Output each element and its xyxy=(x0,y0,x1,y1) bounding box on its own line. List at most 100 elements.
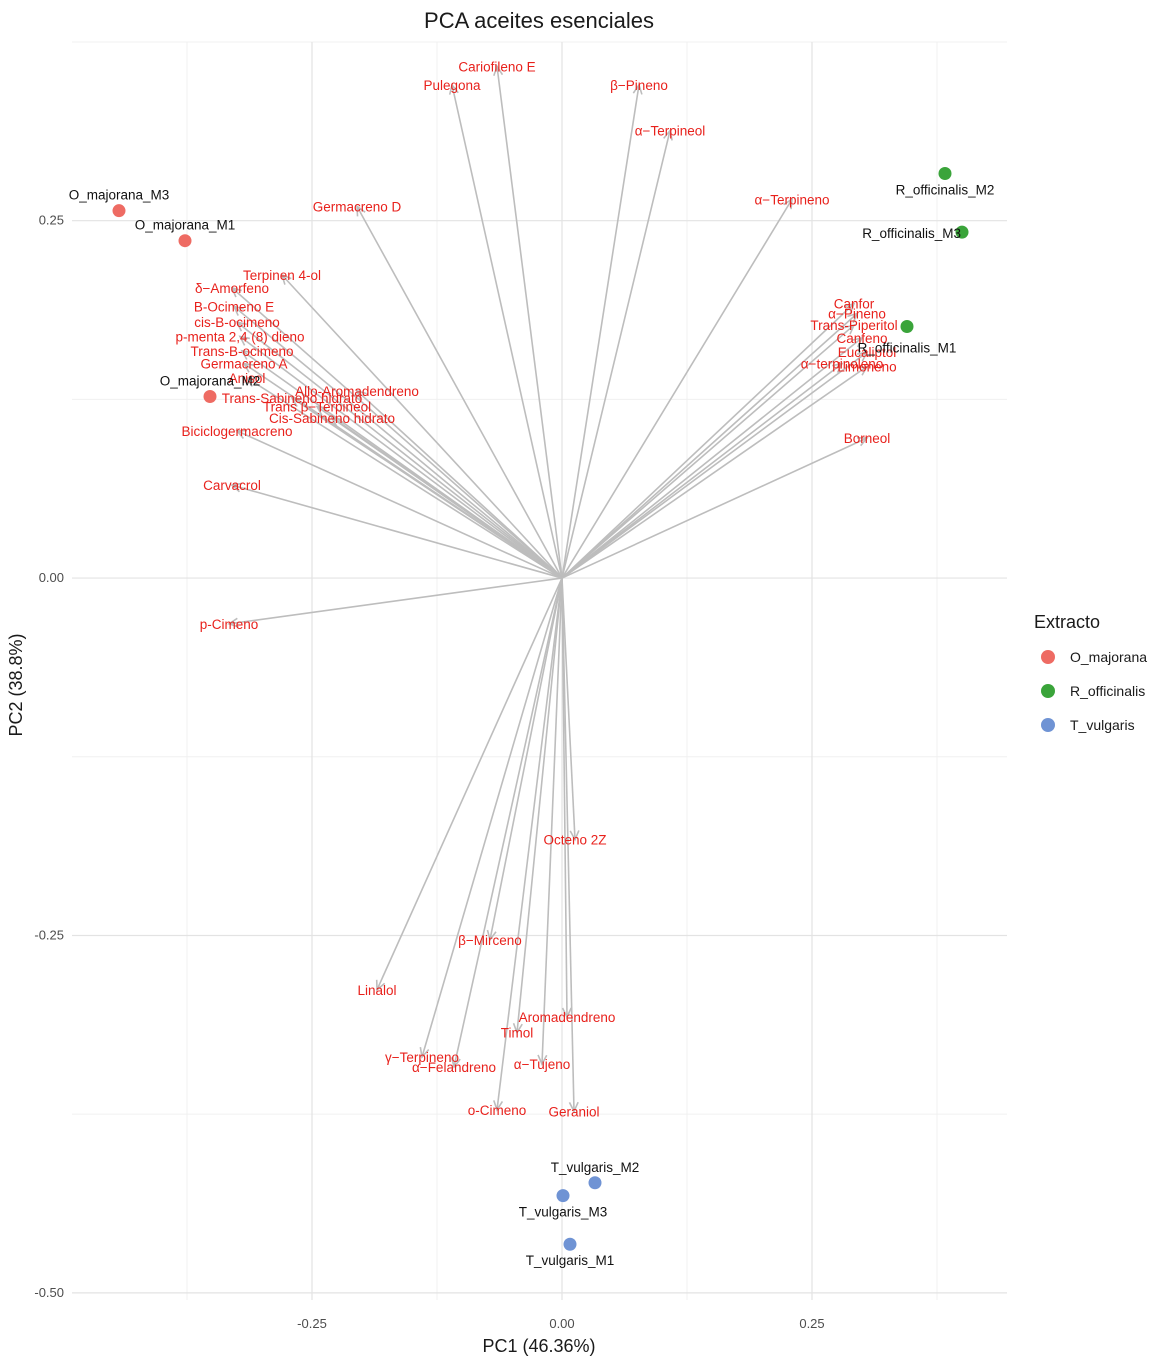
legend-item-label: O_majorana xyxy=(1070,649,1147,665)
loading-arrow xyxy=(561,130,671,579)
variable-label: α−Tujeno xyxy=(514,1057,570,1072)
loading-arrows xyxy=(227,64,869,1114)
observation-label: O_majorana_M2 xyxy=(160,374,261,389)
observation-label: R_officinalis_M1 xyxy=(858,340,957,355)
loading-arrowhead xyxy=(232,305,244,316)
observation-point xyxy=(900,319,914,333)
loading-arrowhead xyxy=(235,429,248,440)
observation-point xyxy=(203,390,217,404)
y-tick-label: -0.50 xyxy=(34,1285,64,1300)
variable-label: α−Pineno xyxy=(828,307,886,322)
variable-label: o-Cimeno xyxy=(468,1103,527,1118)
variable-label: Linalol xyxy=(357,983,396,998)
variable-label: Eucaliptol xyxy=(838,345,897,360)
variable-label: Octeno 2Z xyxy=(543,833,606,848)
loading-arrow xyxy=(561,198,793,579)
chart-title: PCA aceites esenciales xyxy=(424,8,654,33)
loading-arrowhead xyxy=(486,929,497,942)
loading-arrowhead xyxy=(238,335,250,346)
variable-label: Terpinen 4-ol xyxy=(243,268,321,283)
variable-label: Cis-Sabineno hidrato xyxy=(269,411,395,426)
legend-swatch xyxy=(1041,684,1055,698)
loading-arrow xyxy=(516,578,563,1033)
loading-arrow xyxy=(231,484,563,579)
loading-arrowhead xyxy=(537,1054,548,1066)
observation-points xyxy=(112,167,969,1251)
variable-labels: Cariofileno E Pulegona β−Pineno α−Terpineol… xyxy=(175,59,897,1119)
observation-point xyxy=(178,234,192,248)
variable-label: β−Mirceno xyxy=(458,933,522,948)
loading-arrowhead xyxy=(844,302,856,314)
variable-label: Germacreno D xyxy=(313,199,402,214)
loading-arrow xyxy=(236,430,563,579)
variable-label: Pulegona xyxy=(423,78,481,93)
axis-ticks: -0.25 0.00 0.25 -0.50 -0.25 0.00 0.25 xyxy=(34,213,824,1331)
variable-label: Allo-Aromadendreno xyxy=(295,384,419,399)
observation-point xyxy=(112,204,126,218)
observation-point xyxy=(556,1189,570,1203)
variable-label: Borneol xyxy=(844,431,891,446)
variable-label: Trans β−Terpineol xyxy=(263,400,371,415)
observation-label: O_majorana_M3 xyxy=(69,188,170,203)
loading-arrowhead xyxy=(561,1007,572,1019)
loading-arrow xyxy=(236,321,563,579)
variable-label: α−Terpineol xyxy=(635,124,705,139)
variable-label: Geraniol xyxy=(548,1104,599,1119)
loading-arrowhead xyxy=(856,365,869,376)
loading-arrowhead xyxy=(375,979,386,992)
loading-arrow xyxy=(561,351,868,579)
loading-arrowhead xyxy=(450,1057,461,1069)
observation-label: R_officinalis_M3 xyxy=(862,226,961,241)
loading-arrowhead xyxy=(856,436,869,447)
variable-label: p-menta 2,4 (8) dieno xyxy=(175,329,304,344)
loading-arrow xyxy=(496,66,563,579)
loading-arrow xyxy=(561,324,855,579)
loading-arrowhead xyxy=(330,416,343,428)
loading-arrow xyxy=(356,206,563,579)
loading-arrow xyxy=(561,337,863,579)
loading-arrowhead xyxy=(844,323,856,335)
variable-label: cis-B-ocimeno xyxy=(194,315,280,330)
loading-arrow xyxy=(561,303,855,579)
loading-arrow xyxy=(541,578,563,1065)
loading-arrow xyxy=(489,577,563,940)
loading-arrowhead xyxy=(230,286,242,298)
loading-arrow xyxy=(561,365,868,579)
loading-arrow xyxy=(239,335,563,579)
variable-label: p-Cimeno xyxy=(200,617,259,632)
loading-arrowhead xyxy=(569,830,580,842)
loading-arrowhead xyxy=(245,376,258,387)
loading-arrow xyxy=(561,437,868,579)
x-tick-label: 0.00 xyxy=(549,1316,574,1331)
variable-label: α−Terpineno xyxy=(755,192,830,207)
loading-arrowhead xyxy=(419,1046,430,1059)
variable-label: Germacreno A xyxy=(200,357,287,372)
variable-label: Trans-Sabineno hidrato xyxy=(222,391,363,406)
loading-arrowhead xyxy=(356,204,366,217)
loading-arrow xyxy=(561,578,576,840)
loading-arrow xyxy=(228,577,563,625)
legend-swatch xyxy=(1041,718,1055,732)
loading-arrowhead xyxy=(493,1100,504,1112)
variable-label: α−Felandreno xyxy=(412,1060,496,1075)
loading-arrow xyxy=(233,305,563,579)
y-tick-label: 0.00 xyxy=(39,570,64,585)
observation-label: O_majorana_M1 xyxy=(135,218,236,233)
variable-label: Cariofileno E xyxy=(458,59,535,74)
loading-arrow xyxy=(561,363,843,579)
observation-label: T_vulgaris_M2 xyxy=(551,1160,640,1175)
y-axis-title: PC2 (38.8%) xyxy=(6,633,26,736)
loading-arrow xyxy=(281,274,563,579)
y-tick-label: -0.25 xyxy=(34,927,64,942)
loading-arrowhead xyxy=(280,273,292,285)
loading-arrow xyxy=(496,577,563,1110)
variable-label: Limoneno xyxy=(837,360,896,375)
loading-arrowhead xyxy=(355,389,367,401)
x-tick-label: 0.25 xyxy=(799,1316,824,1331)
loading-arrowhead xyxy=(242,362,255,373)
loading-arrowhead xyxy=(240,349,252,360)
x-axis-title: PC1 (46.36%) xyxy=(482,1336,595,1356)
loading-arrowhead xyxy=(235,321,247,332)
variable-label: Trans-B-ocimeno xyxy=(190,344,293,359)
